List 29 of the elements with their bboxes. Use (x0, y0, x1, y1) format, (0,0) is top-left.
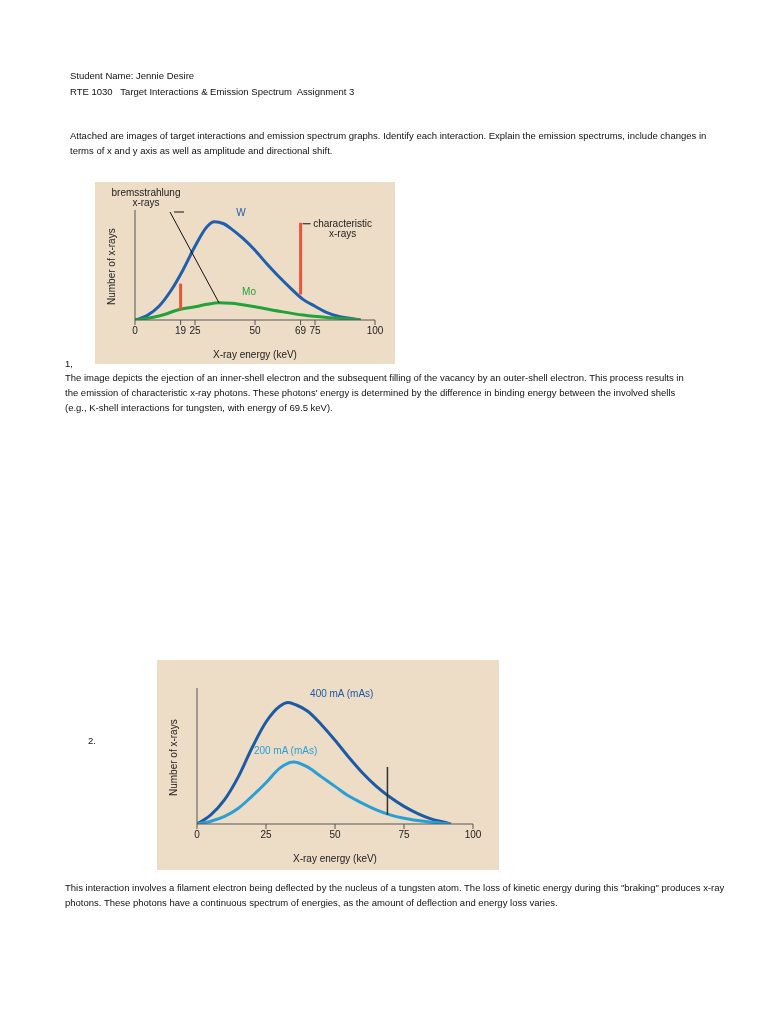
series-label: 200 mA (mAs) (253, 745, 318, 757)
x-tick-label: 25 (189, 325, 201, 337)
text: The image depicts the ejection of an inner-shell electron and the subsequent filling of the vacancy by an outer-shell electron. This process results in the emission of characteristic x-ray photons. These photons' energy is determined by the difference in binding energy between the involved shells (e.g., K-shell interactions for tungsten, with energy of 69.5 keV). (65, 371, 685, 415)
text: Attached are images of target interactions and emission spectrum graphs. Identify each interaction. Explain the emission spectrums, include changes in terms of x and y axis as well as amplitude and directional shift. (70, 129, 708, 158)
x-tick-label: 75 (398, 829, 410, 841)
text: This interaction involves a filament electron being deflected by the nucleus of a tungsten atom. The loss of kinetic energy during this "braking" produces x-ray photons. These photons have a continuous spectrum of energies, as the amount of deflection and energy loss varies. (65, 881, 725, 910)
text: RTE 1030 Target Interactions & Emission Spectrum Assignment 3 (70, 85, 355, 99)
text: 2. (88, 734, 96, 748)
x-tick-label: 100 (366, 325, 384, 337)
annotation: characteristic x-rays (313, 217, 373, 239)
x-tick-label: 19 (175, 325, 187, 337)
x-axis-title: X-ray energy (keV) (293, 853, 377, 864)
series-label: Mo (242, 285, 257, 297)
x-tick-label: 25 (260, 829, 272, 841)
text: Student Name: Jennie Desire (70, 69, 195, 83)
x-tick-label: 50 (249, 325, 261, 337)
x-tick-label: 0 (194, 829, 201, 841)
y-axis-title: Number of x-rays (167, 719, 179, 796)
annotation: bremsstrahlung x-rays (111, 187, 181, 208)
x-tick-label: 69 (295, 325, 307, 337)
series-label: W (236, 206, 247, 218)
series-label: 400 mA (mAs) (310, 687, 374, 699)
text: 1, (65, 357, 73, 371)
x-tick-label: 50 (329, 829, 341, 841)
x-tick-label: 100 (464, 829, 482, 841)
x-tick-label: 0 (132, 325, 139, 337)
x-tick-label: 75 (309, 325, 321, 337)
y-axis-title: Number of x-rays (105, 228, 117, 305)
x-axis-title: X-ray energy (keV) (213, 349, 297, 360)
